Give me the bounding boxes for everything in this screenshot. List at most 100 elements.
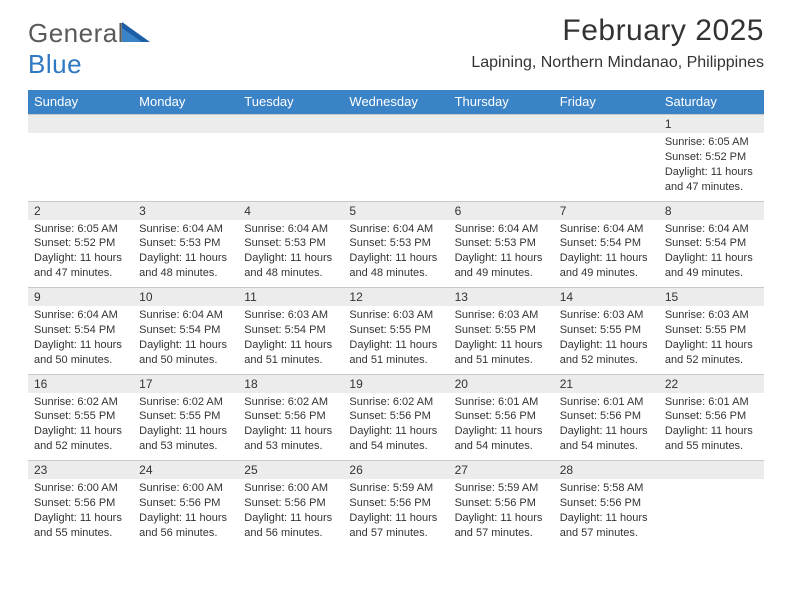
day-number: 4 — [244, 204, 251, 218]
sunrise-text: Sunrise: 6:00 AM — [34, 481, 127, 496]
day-info-cell: Sunrise: 6:01 AMSunset: 5:56 PMDaylight:… — [554, 393, 659, 461]
brand-name-part1: General — [28, 18, 124, 48]
header: General Blue February 2025 Lapining, Nor… — [28, 14, 764, 80]
day-number: 13 — [455, 290, 468, 304]
weekday-header-row: Sunday Monday Tuesday Wednesday Thursday… — [28, 90, 764, 115]
day-number-cell: 6 — [449, 201, 554, 220]
sunset-text: Sunset: 5:56 PM — [244, 409, 337, 424]
day-number: 21 — [560, 377, 573, 391]
day-number: 9 — [34, 290, 41, 304]
sunset-text: Sunset: 5:56 PM — [349, 496, 442, 511]
day-number-cell: 7 — [554, 201, 659, 220]
day-info-cell: Sunrise: 6:02 AMSunset: 5:55 PMDaylight:… — [133, 393, 238, 461]
title-block: February 2025 Lapining, Northern Mindana… — [471, 14, 764, 72]
day-number: 24 — [139, 463, 152, 477]
daylight-text: Daylight: 11 hours and 51 minutes. — [349, 338, 442, 368]
sunset-text: Sunset: 5:56 PM — [560, 409, 653, 424]
day-info-cell: Sunrise: 6:04 AMSunset: 5:54 PMDaylight:… — [659, 220, 764, 288]
day-number: 17 — [139, 377, 152, 391]
day-number: 28 — [560, 463, 573, 477]
sunrise-text: Sunrise: 6:02 AM — [139, 395, 232, 410]
day-info-cell: Sunrise: 6:04 AMSunset: 5:54 PMDaylight:… — [554, 220, 659, 288]
day-number-cell: 25 — [238, 461, 343, 480]
day-number-cell: 27 — [449, 461, 554, 480]
sunrise-text: Sunrise: 5:58 AM — [560, 481, 653, 496]
col-sunday: Sunday — [28, 90, 133, 115]
brand-name-part2: Blue — [28, 49, 82, 79]
info-row: Sunrise: 6:02 AMSunset: 5:55 PMDaylight:… — [28, 393, 764, 461]
sunset-text: Sunset: 5:52 PM — [34, 236, 127, 251]
day-info-cell: Sunrise: 6:04 AMSunset: 5:54 PMDaylight:… — [28, 306, 133, 374]
day-info-cell: Sunrise: 6:05 AMSunset: 5:52 PMDaylight:… — [28, 220, 133, 288]
sunset-text: Sunset: 5:54 PM — [560, 236, 653, 251]
day-number-cell: 10 — [133, 288, 238, 307]
sunset-text: Sunset: 5:55 PM — [665, 323, 758, 338]
sunset-text: Sunset: 5:56 PM — [665, 409, 758, 424]
day-number-cell — [343, 115, 448, 134]
day-number-cell — [449, 115, 554, 134]
sunrise-text: Sunrise: 6:04 AM — [139, 308, 232, 323]
day-info-cell: Sunrise: 6:04 AMSunset: 5:53 PMDaylight:… — [449, 220, 554, 288]
day-number-cell: 15 — [659, 288, 764, 307]
day-number: 18 — [244, 377, 257, 391]
flag-icon — [122, 18, 150, 38]
day-number: 8 — [665, 204, 672, 218]
daylight-text: Daylight: 11 hours and 47 minutes. — [665, 165, 758, 195]
sunrise-text: Sunrise: 6:02 AM — [349, 395, 442, 410]
info-row: Sunrise: 6:04 AMSunset: 5:54 PMDaylight:… — [28, 306, 764, 374]
sunset-text: Sunset: 5:54 PM — [34, 323, 127, 338]
day-number-cell: 5 — [343, 201, 448, 220]
info-row: Sunrise: 6:05 AMSunset: 5:52 PMDaylight:… — [28, 133, 764, 201]
day-number-cell: 18 — [238, 374, 343, 393]
day-number: 12 — [349, 290, 362, 304]
day-number-cell: 21 — [554, 374, 659, 393]
day-number: 2 — [34, 204, 41, 218]
day-number-cell — [28, 115, 133, 134]
daylight-text: Daylight: 11 hours and 52 minutes. — [34, 424, 127, 454]
day-info-cell: Sunrise: 6:00 AMSunset: 5:56 PMDaylight:… — [28, 479, 133, 547]
day-number: 6 — [455, 204, 462, 218]
day-info-cell: Sunrise: 6:04 AMSunset: 5:54 PMDaylight:… — [133, 306, 238, 374]
sunrise-text: Sunrise: 6:04 AM — [34, 308, 127, 323]
day-info-cell: Sunrise: 6:05 AMSunset: 5:52 PMDaylight:… — [659, 133, 764, 201]
sunrise-text: Sunrise: 6:03 AM — [455, 308, 548, 323]
daynum-row: 16171819202122 — [28, 374, 764, 393]
day-number: 22 — [665, 377, 678, 391]
day-info-cell: Sunrise: 6:03 AMSunset: 5:54 PMDaylight:… — [238, 306, 343, 374]
daylight-text: Daylight: 11 hours and 49 minutes. — [455, 251, 548, 281]
day-number: 19 — [349, 377, 362, 391]
day-info-cell — [343, 133, 448, 201]
day-number-cell: 4 — [238, 201, 343, 220]
daylight-text: Daylight: 11 hours and 51 minutes. — [455, 338, 548, 368]
sunset-text: Sunset: 5:53 PM — [455, 236, 548, 251]
day-number-cell: 9 — [28, 288, 133, 307]
sunset-text: Sunset: 5:53 PM — [244, 236, 337, 251]
sunset-text: Sunset: 5:55 PM — [139, 409, 232, 424]
day-info-cell: Sunrise: 5:58 AMSunset: 5:56 PMDaylight:… — [554, 479, 659, 547]
day-number: 20 — [455, 377, 468, 391]
day-number-cell: 2 — [28, 201, 133, 220]
day-number-cell — [554, 115, 659, 134]
sunset-text: Sunset: 5:52 PM — [665, 150, 758, 165]
sunrise-text: Sunrise: 6:05 AM — [34, 222, 127, 237]
daylight-text: Daylight: 11 hours and 57 minutes. — [349, 511, 442, 541]
day-number-cell: 19 — [343, 374, 448, 393]
sunrise-text: Sunrise: 6:04 AM — [665, 222, 758, 237]
day-info-cell — [554, 133, 659, 201]
sunrise-text: Sunrise: 6:01 AM — [560, 395, 653, 410]
day-number-cell: 26 — [343, 461, 448, 480]
daylight-text: Daylight: 11 hours and 50 minutes. — [139, 338, 232, 368]
day-number: 15 — [665, 290, 678, 304]
day-number: 14 — [560, 290, 573, 304]
daynum-row: 1 — [28, 115, 764, 134]
sunset-text: Sunset: 5:55 PM — [34, 409, 127, 424]
day-number-cell — [659, 461, 764, 480]
sunset-text: Sunset: 5:56 PM — [455, 496, 548, 511]
calendar-table: Sunday Monday Tuesday Wednesday Thursday… — [28, 90, 764, 547]
day-info-cell: Sunrise: 6:01 AMSunset: 5:56 PMDaylight:… — [449, 393, 554, 461]
daylight-text: Daylight: 11 hours and 57 minutes. — [560, 511, 653, 541]
brand-name: General Blue — [28, 18, 150, 80]
day-number: 25 — [244, 463, 257, 477]
sunrise-text: Sunrise: 6:02 AM — [34, 395, 127, 410]
day-info-cell: Sunrise: 6:04 AMSunset: 5:53 PMDaylight:… — [133, 220, 238, 288]
